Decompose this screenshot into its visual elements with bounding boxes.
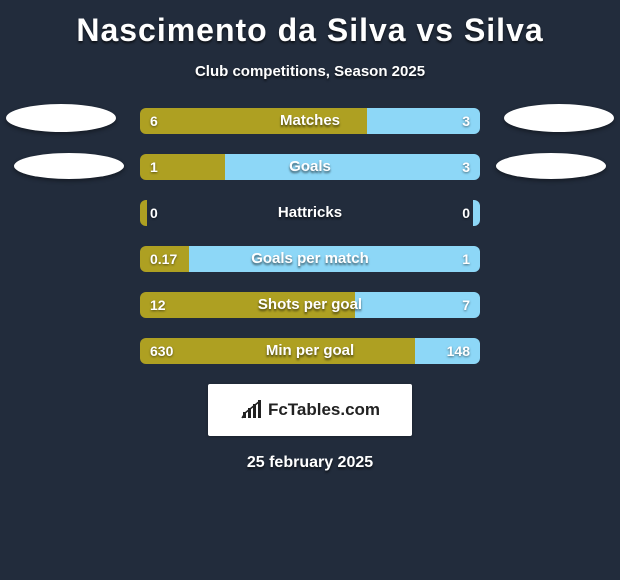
metric-label: Hattricks	[140, 200, 480, 226]
metric-row: 13Goals	[0, 154, 620, 180]
bar-wrap: 127Shots per goal	[140, 292, 480, 318]
chart-icon	[240, 398, 264, 422]
bar-wrap: 63Matches	[140, 108, 480, 134]
bar-left	[140, 108, 367, 134]
comparison-chart: 63Matches13Goals00Hattricks0.171Goals pe…	[0, 108, 620, 364]
date-label: 25 february 2025	[0, 454, 620, 472]
value-left: 12	[150, 292, 166, 318]
value-left: 630	[150, 338, 173, 364]
metric-row: 0.171Goals per match	[0, 246, 620, 272]
bar-right	[473, 200, 480, 226]
value-left: 0.17	[150, 246, 177, 272]
metric-row: 127Shots per goal	[0, 292, 620, 318]
value-right: 1	[462, 246, 470, 272]
value-left: 1	[150, 154, 158, 180]
player-oval-left	[14, 153, 124, 179]
value-left: 0	[150, 200, 158, 226]
player-oval-left	[6, 104, 116, 132]
badge-text: FcTables.com	[268, 400, 380, 420]
value-right: 148	[447, 338, 470, 364]
bar-wrap: 630148Min per goal	[140, 338, 480, 364]
value-right: 3	[462, 108, 470, 134]
value-right: 0	[462, 200, 470, 226]
bar-wrap: 0.171Goals per match	[140, 246, 480, 272]
fctables-badge: FcTables.com	[208, 384, 412, 436]
metric-row: 63Matches	[0, 108, 620, 134]
value-right: 7	[462, 292, 470, 318]
bar-left	[140, 200, 147, 226]
page-title: Nascimento da Silva vs Silva	[0, 0, 620, 49]
player-oval-right	[496, 153, 606, 179]
value-right: 3	[462, 154, 470, 180]
player-oval-right	[504, 104, 614, 132]
bar-right	[189, 246, 480, 272]
bar-wrap: 0 0Hattricks	[140, 200, 480, 226]
subtitle: Club competitions, Season 2025	[0, 63, 620, 80]
bar-left	[140, 292, 355, 318]
metric-row: 0 0Hattricks	[0, 200, 620, 226]
bar-left	[140, 338, 415, 364]
value-left: 6	[150, 108, 158, 134]
bar-wrap: 13Goals	[140, 154, 480, 180]
bar-right	[225, 154, 480, 180]
metric-row: 630148Min per goal	[0, 338, 620, 364]
